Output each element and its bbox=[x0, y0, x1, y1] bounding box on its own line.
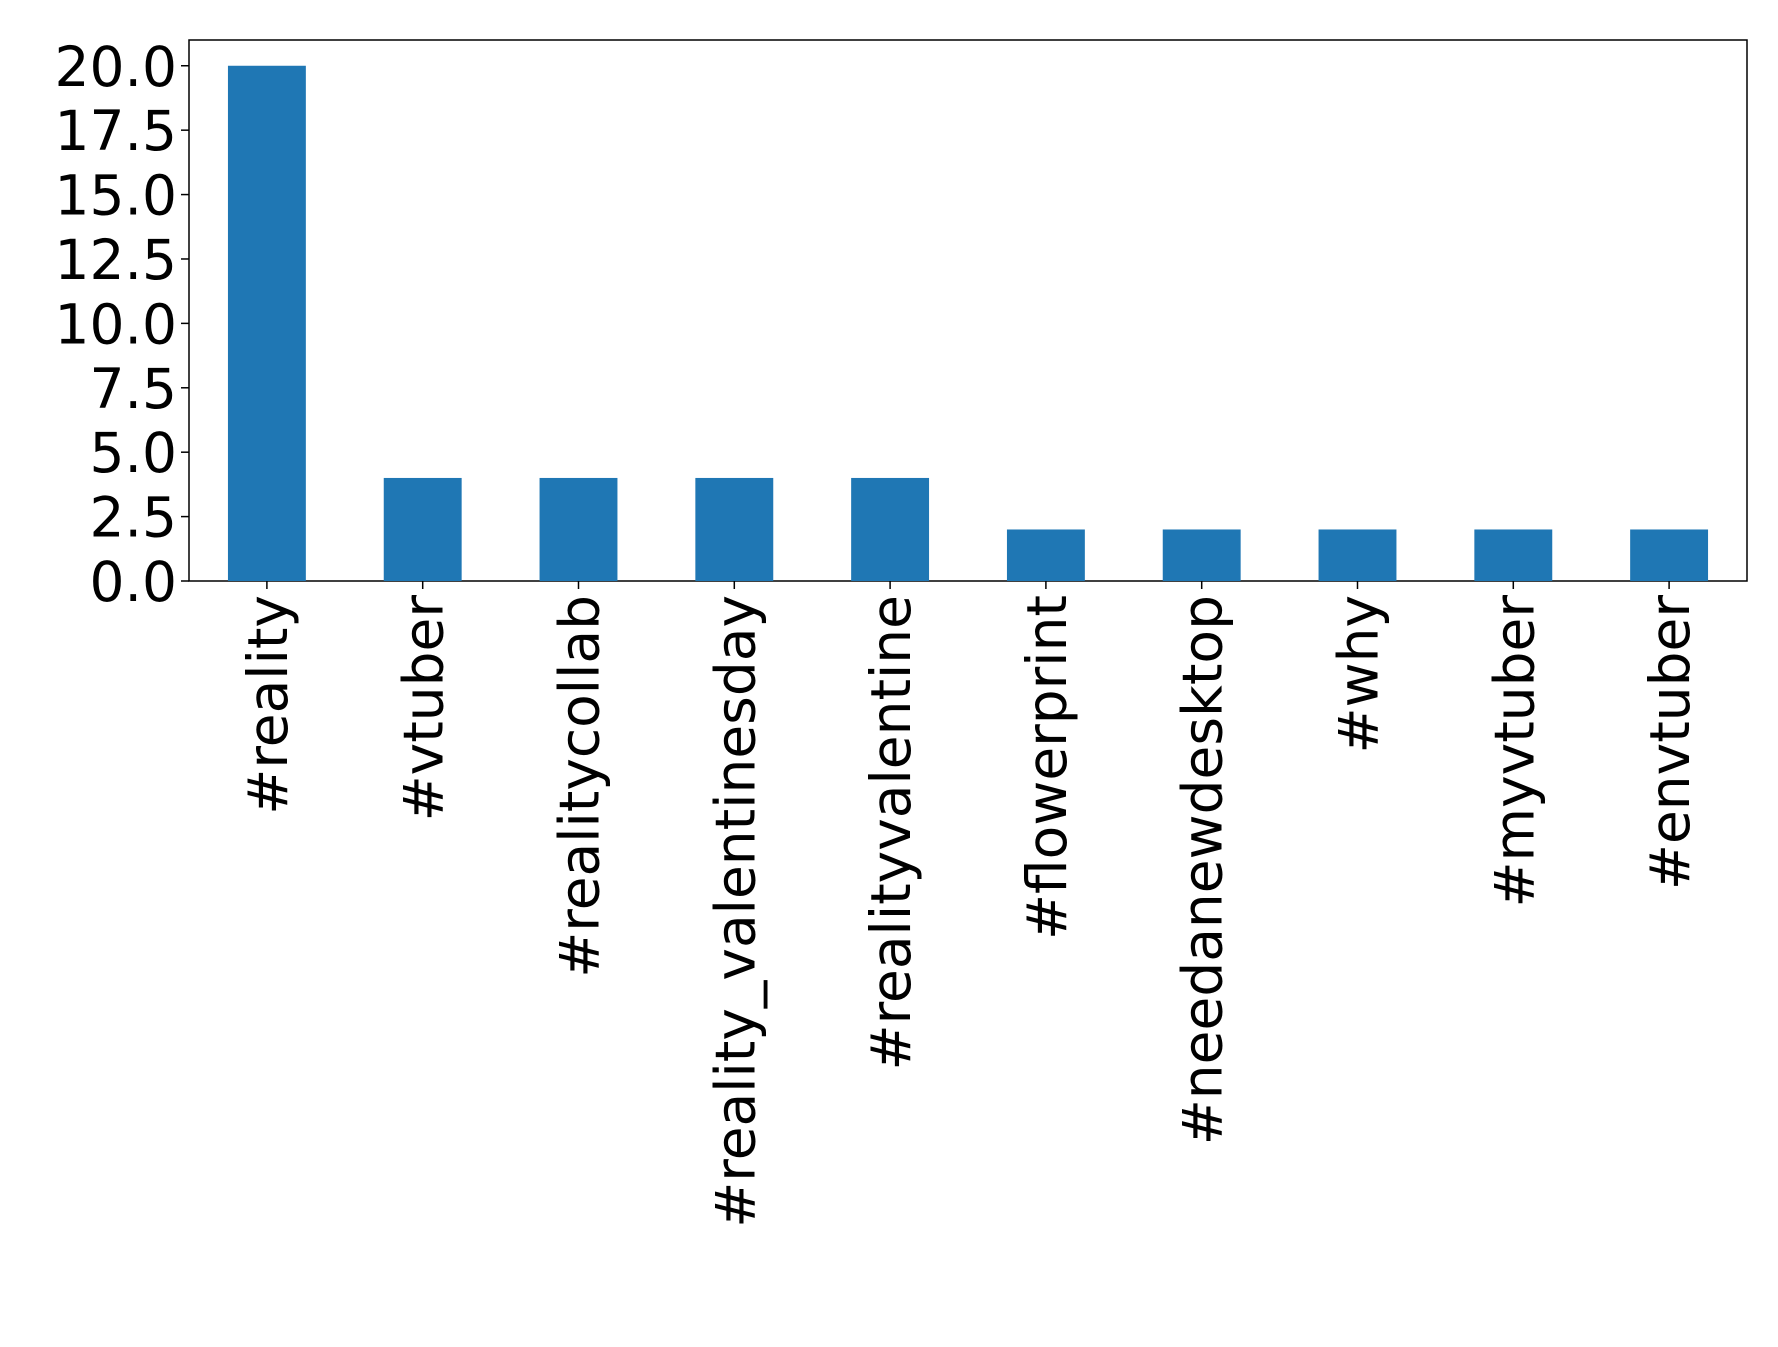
x-tick-label: #reality bbox=[236, 595, 300, 815]
x-tick-label: #envtuber bbox=[1638, 595, 1702, 891]
x-tick-label: #flowerprint bbox=[1015, 595, 1079, 940]
bar bbox=[383, 477, 462, 581]
bar bbox=[539, 477, 618, 581]
bar bbox=[1162, 529, 1241, 581]
y-tick-label: 17.5 bbox=[55, 99, 177, 163]
bar bbox=[1006, 529, 1085, 581]
bar bbox=[695, 477, 774, 581]
x-tick-label: #realitycollab bbox=[548, 595, 612, 978]
bar bbox=[1630, 529, 1709, 581]
y-tick-label: 12.5 bbox=[55, 228, 177, 292]
y-tick-label: 15.0 bbox=[55, 164, 177, 228]
x-tick-label: #why bbox=[1327, 595, 1391, 753]
y-tick-label: 0.0 bbox=[90, 550, 177, 614]
x-tick-label: #myvtuber bbox=[1482, 595, 1546, 908]
y-tick-label: 7.5 bbox=[90, 357, 177, 421]
y-tick-label: 10.0 bbox=[55, 292, 177, 356]
plot-frame bbox=[188, 39, 1748, 582]
bar bbox=[1474, 529, 1553, 581]
x-tick-label: #reality_valentinesday bbox=[703, 595, 767, 1228]
y-tick-label: 2.5 bbox=[90, 486, 177, 550]
bar bbox=[1318, 529, 1397, 581]
y-tick-label: 20.0 bbox=[55, 35, 177, 99]
bar bbox=[227, 65, 306, 581]
y-tick-label: 5.0 bbox=[90, 421, 177, 485]
x-tick-label: #realityvalentine bbox=[859, 595, 923, 1070]
x-tick-label: #needanewdesktop bbox=[1171, 595, 1235, 1145]
bar bbox=[851, 477, 930, 581]
x-tick-label: #vtuber bbox=[392, 595, 456, 822]
